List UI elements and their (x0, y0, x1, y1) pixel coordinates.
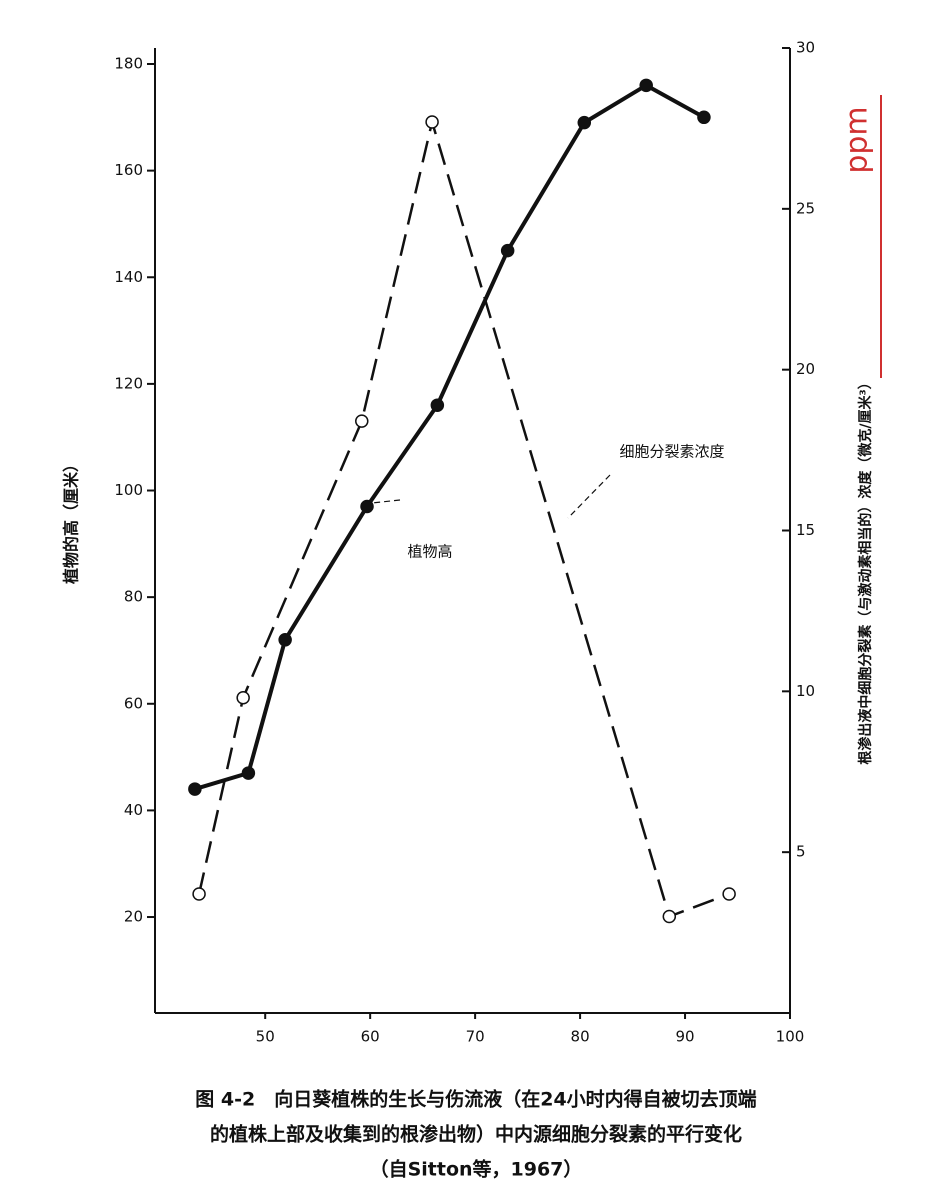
x-tick-label: 80 (571, 1028, 590, 1046)
data-point (192, 887, 206, 901)
x-tick-label: 50 (256, 1028, 275, 1046)
y2-tick-label: 25 (796, 199, 815, 217)
y-tick-label: 40 (124, 801, 143, 819)
data-point (278, 633, 292, 647)
data-point (236, 691, 250, 705)
series-label: 细胞分裂素浓度 (619, 443, 724, 461)
y2-tick-label: 15 (796, 521, 815, 539)
caption-line: （自Sitton等，1967） (370, 1158, 583, 1181)
y2-tick-label: 5 (796, 843, 806, 861)
data-point (360, 499, 374, 514)
y-tick-label: 80 (124, 588, 143, 606)
y2-tick-label: 10 (796, 682, 815, 700)
x-tick-label: 60 (361, 1028, 380, 1046)
data-point (500, 243, 515, 258)
y-tick-label: 60 (124, 694, 143, 712)
data-point (697, 110, 711, 125)
y2-tick-label: 30 (796, 39, 815, 57)
x-tick-label: 70 (466, 1028, 485, 1046)
data-point (577, 115, 592, 130)
data-point (430, 398, 445, 412)
data-point (355, 414, 369, 428)
y-tick-label: 180 (114, 54, 143, 72)
caption-line: 的植株上部及收集到的根渗出物）中内源细胞分裂素的平行变化 (210, 1123, 742, 1146)
y-tick-label: 140 (114, 268, 143, 286)
x-tick-label: 100 (776, 1028, 805, 1046)
y-tick-label: 100 (114, 481, 143, 499)
data-point (662, 909, 677, 924)
y-tick-label: 20 (124, 908, 143, 926)
y2-tick-label: 20 (796, 360, 815, 378)
series-line (197, 117, 730, 919)
series-line (194, 83, 705, 791)
x-tick-label: 90 (675, 1028, 694, 1046)
handwritten-note: ppm (840, 106, 875, 173)
data-point (722, 887, 736, 901)
y-tick-label: 160 (114, 161, 143, 179)
data-point (425, 115, 439, 129)
series-label: 植物高 (407, 543, 452, 561)
data-point (241, 766, 256, 780)
y-tick-label: 120 (114, 374, 143, 392)
leader-line (371, 499, 401, 504)
caption-line: 图 4-2 向日葵植株的生长与伤流液（在24小时内得自被切去顶端 (195, 1088, 756, 1111)
data-point (188, 782, 202, 796)
y-axis-label: 植物的高（厘米） (62, 456, 81, 585)
data-point (639, 78, 653, 93)
y2-axis-label: 根渗出液中细胞分裂素（与激动素相当的）浓度（微克/厘米³） (857, 375, 874, 764)
leader-line (567, 474, 611, 519)
